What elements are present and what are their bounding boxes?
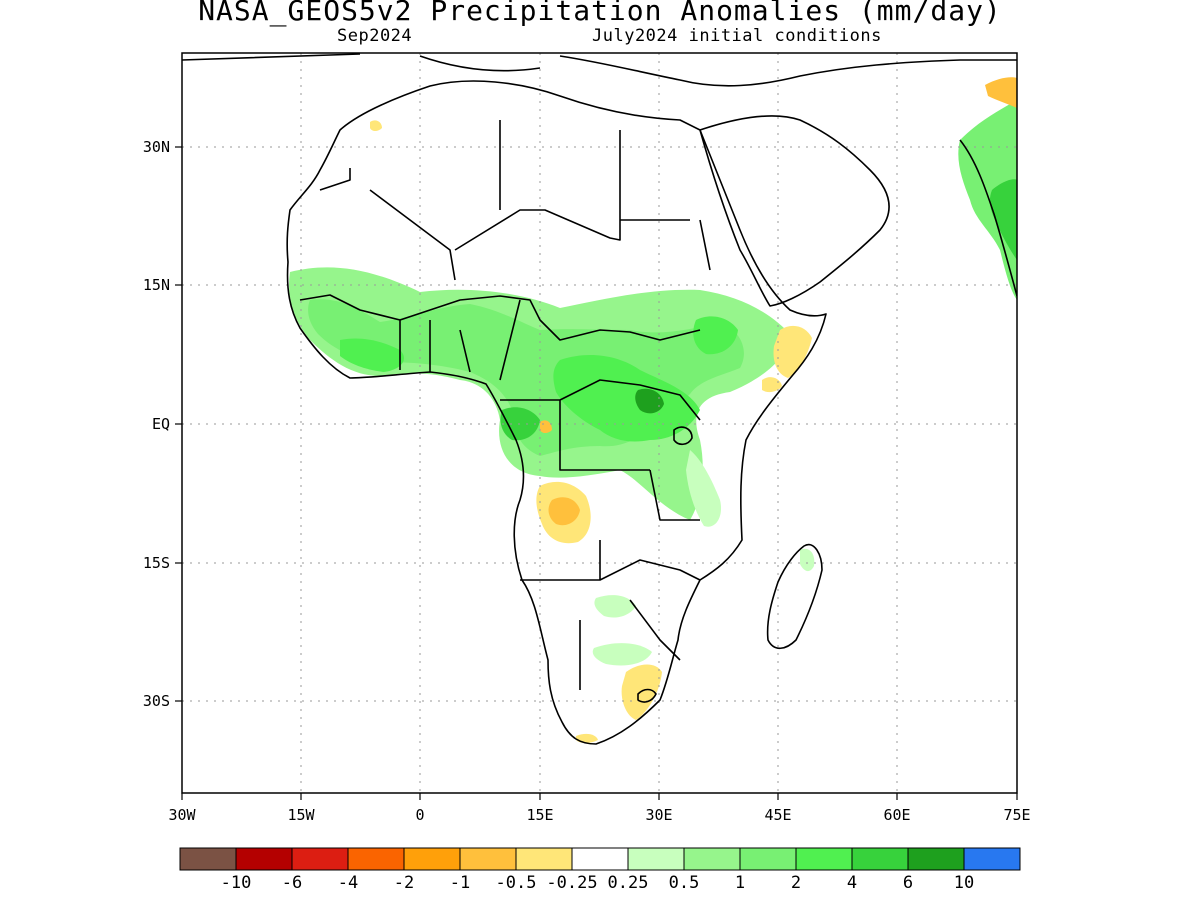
colorbar-swatch bbox=[963, 847, 1021, 871]
longitude-tick-labels: 30W 15W 0 15E 30E 45E 60E 75E bbox=[168, 806, 1030, 824]
lake-victoria-outline bbox=[673, 426, 693, 446]
madagascar-coastline bbox=[766, 543, 823, 650]
somalia-dry-anomaly bbox=[762, 377, 782, 393]
colorbar-label: -1 bbox=[450, 873, 470, 893]
west-africa-borders bbox=[299, 294, 701, 381]
colorbar-label: -0.5 bbox=[496, 873, 537, 893]
colorbar-label: 6 bbox=[903, 873, 913, 893]
colorbar-swatch bbox=[571, 847, 629, 871]
lat-tick-label: EQ bbox=[152, 415, 170, 433]
colorbar-label: -6 bbox=[282, 873, 302, 893]
southern-africa-borders bbox=[520, 540, 701, 690]
europe-coastline bbox=[182, 53, 1017, 87]
lon-tick-label: 30W bbox=[168, 806, 196, 824]
colorbar-swatch bbox=[795, 847, 853, 871]
angola-core-dry-anomaly bbox=[548, 497, 580, 526]
colorbar-label: 0.25 bbox=[608, 873, 649, 893]
colorbar-label: -2 bbox=[394, 873, 414, 893]
cape-dry-anomaly bbox=[576, 733, 598, 743]
lon-tick-label: 75E bbox=[1003, 806, 1030, 824]
madagascar-wet-anomaly bbox=[800, 548, 815, 572]
lesotho-outline bbox=[637, 688, 657, 703]
latitude-tick-labels: 30N 15N EQ 15S 30S bbox=[143, 138, 170, 710]
pakistan-dry-anomaly bbox=[985, 77, 1017, 108]
lat-tick-label: 30S bbox=[143, 692, 170, 710]
colorbar-swatch bbox=[235, 847, 293, 871]
zambia-wet-anomaly bbox=[594, 595, 636, 618]
colorbar-swatch bbox=[907, 847, 965, 871]
lon-tick-label: 30E bbox=[645, 806, 672, 824]
central-africa-borders bbox=[500, 379, 701, 521]
map-frame bbox=[181, 52, 1018, 794]
horn-of-africa-dry-anomaly bbox=[773, 325, 812, 378]
colorbar-label: -0.25 bbox=[546, 873, 597, 893]
colorbar-swatch bbox=[403, 847, 461, 871]
india-west-coast-wet-anomaly bbox=[958, 100, 1017, 300]
colorbar-swatch bbox=[851, 847, 909, 871]
lat-tick-label: 30N bbox=[143, 138, 170, 156]
india-coastline bbox=[959, 139, 1017, 297]
north-africa-borders bbox=[319, 120, 711, 281]
congo-core-wet-anomaly bbox=[635, 388, 664, 414]
south-africa-dry-anomaly bbox=[621, 664, 662, 720]
africa-coastline bbox=[286, 80, 827, 745]
colorbar-label: 1 bbox=[735, 873, 745, 893]
colorbar-swatch bbox=[683, 847, 741, 871]
lon-tick-label: 0 bbox=[415, 806, 424, 824]
colorbar-swatches bbox=[179, 847, 1021, 871]
colorbar-swatch bbox=[291, 847, 349, 871]
colorbar-label: -10 bbox=[221, 873, 252, 893]
lon-tick-label: 60E bbox=[883, 806, 910, 824]
ethiopia-wet-anomaly bbox=[693, 316, 738, 355]
anomaly-layer bbox=[289, 77, 1017, 743]
colorbar: -10 -6 -4 -2 -1 -0.5 -0.25 0.25 0.5 1 2 4 6 10 bbox=[179, 847, 1021, 893]
figure-title: NASA_GEOS5v2 Precipitation Anomalies (mm… bbox=[198, 0, 1002, 27]
morocco-dry-anomaly bbox=[370, 120, 382, 131]
congo-wet-anomaly bbox=[553, 355, 700, 442]
valid-month-label: Sep2024 bbox=[337, 26, 413, 46]
colorbar-label: 0.5 bbox=[669, 873, 700, 893]
colorbar-label: -4 bbox=[338, 873, 358, 893]
lon-tick-label: 15E bbox=[526, 806, 553, 824]
colorbar-swatch bbox=[627, 847, 685, 871]
colorbar-labels: -10 -6 -4 -2 -1 -0.5 -0.25 0.25 0.5 1 2 4 6 10 bbox=[221, 873, 975, 893]
colorbar-swatch bbox=[739, 847, 797, 871]
colorbar-label: 2 bbox=[791, 873, 801, 893]
initial-conditions-label: July2024 initial conditions bbox=[592, 26, 882, 46]
axis-tick-marks bbox=[175, 146, 1018, 800]
gabon-wet-anomaly bbox=[500, 407, 540, 441]
west-africa-coast-wet-anomaly bbox=[340, 338, 405, 372]
lat-tick-label: 15S bbox=[143, 554, 170, 572]
east-africa-wet-anomaly bbox=[686, 450, 722, 527]
lon-tick-label: 15W bbox=[287, 806, 315, 824]
south-africa-wet-anomaly bbox=[592, 643, 652, 666]
coastlines-and-borders bbox=[182, 53, 1017, 745]
colorbar-swatch bbox=[459, 847, 517, 871]
colorbar-swatch bbox=[347, 847, 405, 871]
lon-tick-label: 45E bbox=[764, 806, 791, 824]
arabia-coastline bbox=[699, 115, 890, 307]
india-core-wet-anomaly bbox=[989, 179, 1017, 260]
colorbar-swatch bbox=[515, 847, 573, 871]
colorbar-label: 10 bbox=[954, 873, 974, 893]
colorbar-swatch bbox=[179, 847, 237, 871]
lat-tick-label: 15N bbox=[143, 276, 170, 294]
colorbar-label: 4 bbox=[847, 873, 857, 893]
